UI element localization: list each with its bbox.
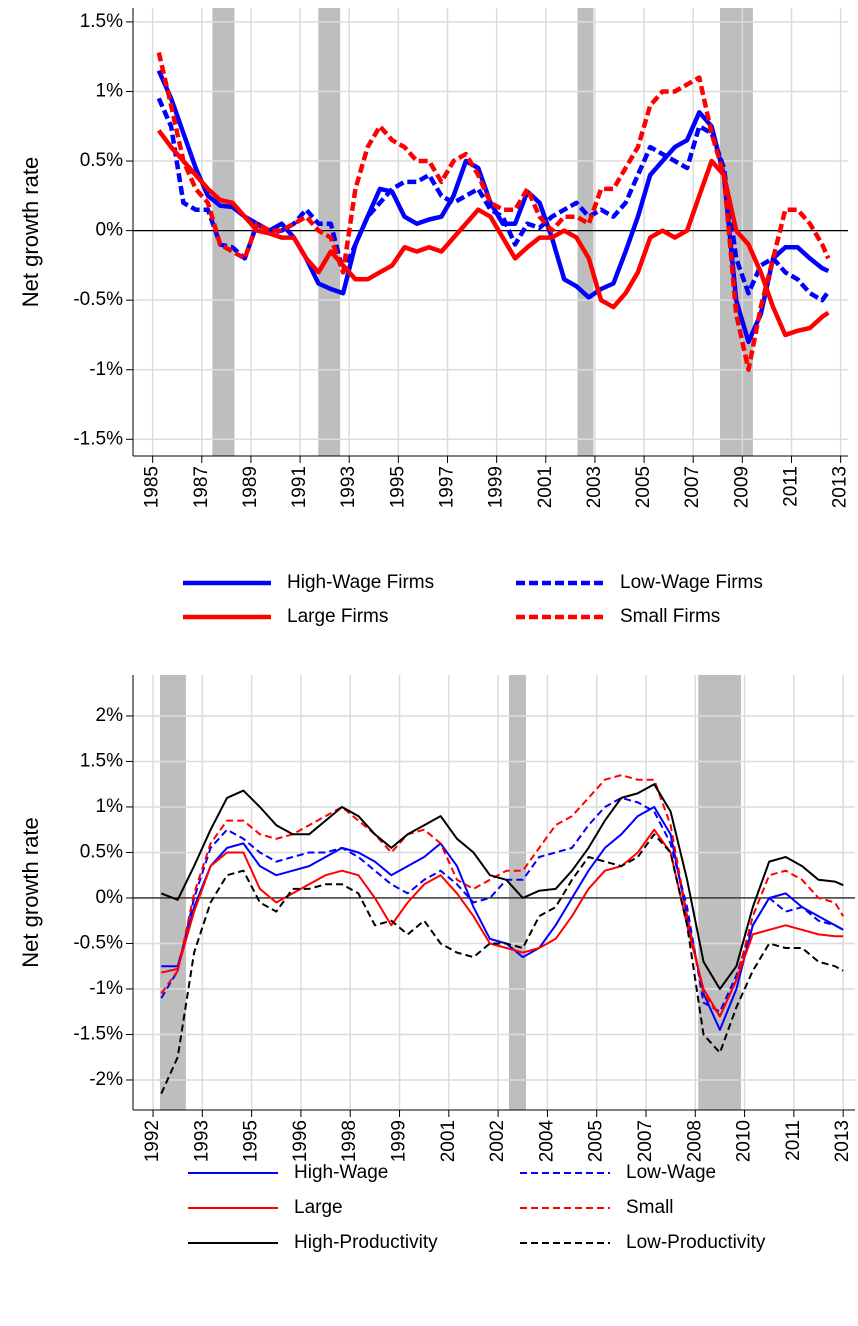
x-tick-label: 2013 (832, 1120, 853, 1162)
recession-band (212, 8, 235, 456)
y-tick-label: 2% (96, 705, 124, 726)
x-tick-label: 1992 (142, 1120, 163, 1162)
x-tick-label: 1991 (289, 466, 310, 508)
x-tick-label: 2003 (584, 466, 605, 508)
y-tick-label: -1.5% (73, 428, 123, 449)
series-line (160, 833, 844, 1095)
chart-panel: -2% -1.5% -1% -0.5% 0% 0.5% 1% 1.5% 2% 1992 1993 19… (18, 675, 855, 1253)
x-tick-label: 1985 (142, 466, 163, 508)
x-tick-label: 1995 (241, 1120, 262, 1162)
x-tick-label: 1998 (339, 1120, 360, 1162)
legend-label: High-Productivity (294, 1232, 438, 1253)
legend-label: Low-Wage Firms (620, 572, 763, 593)
x-tick-label: 2007 (635, 1120, 656, 1162)
series-line (160, 774, 845, 1018)
x-tick-label: 2005 (586, 1120, 607, 1162)
y-tick-label: 1.5% (80, 750, 123, 771)
x-tick-label: 1995 (387, 466, 408, 508)
x-tick-label: 2001 (438, 1120, 459, 1162)
legend-label: Low-Productivity (626, 1232, 766, 1253)
y-tick-label: -1.5% (73, 1023, 123, 1044)
legend-label: Low-Wage (626, 1162, 716, 1183)
y-tick-label: -2% (89, 1069, 123, 1090)
x-tick-label: 2011 (783, 1120, 804, 1161)
recession-band (318, 8, 341, 456)
x-tick-label: 1987 (191, 466, 212, 508)
legend-label: Small (626, 1197, 674, 1218)
y-tick-label: -0.5% (73, 932, 123, 953)
legend-label: High-Wage (294, 1162, 388, 1183)
y-tick-label: 1.5% (80, 11, 123, 32)
x-tick-label: 2004 (536, 1120, 557, 1163)
legend-label: Large (294, 1197, 343, 1218)
series-line (156, 129, 830, 338)
legend-label: High-Wage Firms (287, 572, 434, 593)
y-tick-label: 0.5% (80, 841, 123, 862)
x-tick-label: 1999 (486, 466, 507, 508)
chart-panel: -1.5% -1% -0.5% 0% 0.5% 1% 1.5% 1985 1987 1989 199… (18, 8, 851, 627)
x-tick-label: 1996 (290, 1120, 311, 1162)
legend-label: Large Firms (287, 606, 388, 627)
y-tick-label: 0% (96, 887, 124, 908)
x-tick-label: 2009 (731, 466, 752, 508)
x-tick-label: 2001 (535, 466, 556, 508)
y-tick-label: 0% (96, 220, 124, 241)
series-line (161, 828, 844, 1018)
series-line (160, 783, 844, 990)
y-tick-label: -0.5% (73, 289, 123, 310)
recession-band (577, 8, 594, 456)
x-tick-label: 2002 (487, 1120, 508, 1162)
x-tick-label: 1993 (191, 1120, 212, 1162)
x-tick-label: 2008 (684, 1120, 705, 1162)
y-tick-label: -1% (89, 978, 123, 999)
x-tick-label: 2010 (734, 1120, 755, 1162)
x-tick-label: 1989 (240, 466, 261, 508)
legend-label: Small Firms (620, 606, 720, 627)
y-tick-label: 1% (96, 80, 124, 101)
x-tick-label: 1997 (437, 466, 458, 508)
x-tick-label: 1999 (389, 1120, 410, 1162)
x-tick-label: 2005 (633, 466, 654, 508)
x-tick-label: 2007 (682, 466, 703, 508)
recession-band (698, 675, 741, 1110)
x-tick-label: 2013 (830, 466, 851, 508)
y-tick-label: 1% (96, 796, 124, 817)
x-tick-label: 2011 (781, 466, 802, 507)
series-line (156, 51, 831, 372)
y-axis-label: Net growth rate (18, 817, 43, 967)
y-tick-label: -1% (89, 359, 123, 380)
y-tick-label: 0.5% (80, 150, 123, 171)
x-tick-label: 1993 (338, 466, 359, 508)
y-axis-label: Net growth rate (18, 157, 43, 307)
